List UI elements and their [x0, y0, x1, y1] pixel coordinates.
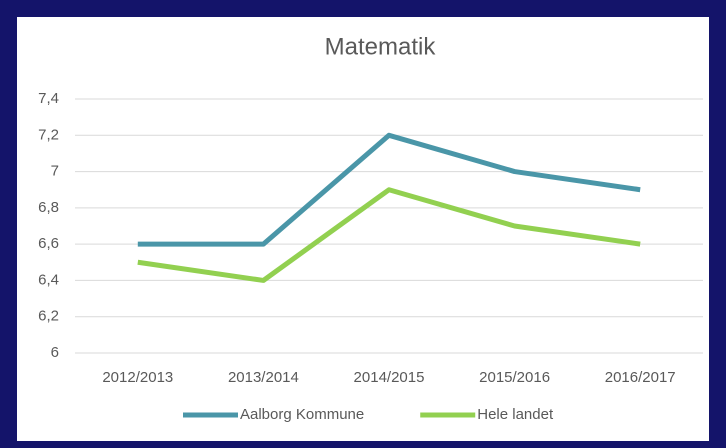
x-tick-label: 2016/2017 [605, 369, 676, 386]
x-tick-label: 2013/2014 [228, 369, 299, 386]
y-tick-label: 7,2 [38, 126, 59, 143]
y-tick-label: 7 [51, 163, 59, 180]
x-tick-label: 2012/2013 [102, 369, 173, 386]
y-tick-label: 6,8 [38, 199, 59, 216]
y-tick-label: 7,4 [38, 90, 59, 107]
y-tick-label: 6,2 [38, 308, 59, 325]
legend-label: Hele landet [477, 406, 554, 423]
y-tick-label: 6 [51, 344, 59, 361]
y-tick-label: 6,4 [38, 271, 59, 288]
series-line [137, 132, 641, 247]
x-tick-label: 2015/2016 [479, 369, 550, 386]
legend-label: Aalborg Kommune [240, 406, 364, 423]
y-tick-label: 6,6 [38, 235, 59, 252]
series-line [137, 187, 641, 283]
panel [17, 17, 709, 441]
chart-title: Matematik [325, 33, 437, 60]
x-tick-label: 2014/2015 [354, 369, 425, 386]
